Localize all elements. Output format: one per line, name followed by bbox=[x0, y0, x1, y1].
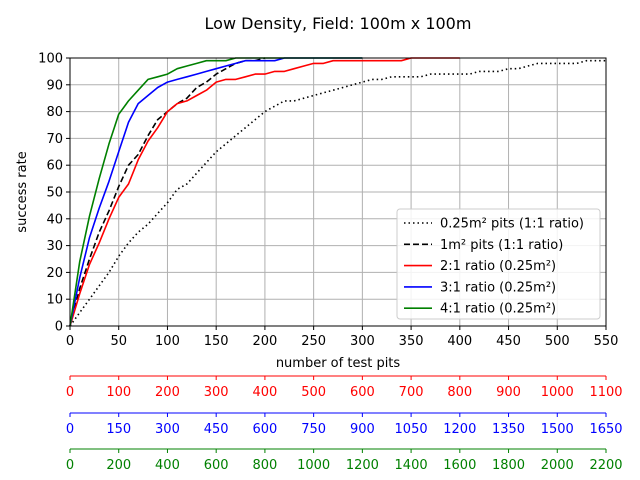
secondary-axis-tick-label: 1500 bbox=[541, 422, 574, 437]
secondary-axis-tick-label: 700 bbox=[399, 385, 424, 400]
x-tick-label: 150 bbox=[204, 334, 229, 349]
x-tick-label: 50 bbox=[110, 334, 127, 349]
secondary-axes: 0 100 200 300 400 500 600 700 800 900 1000 1100 0 150… bbox=[66, 375, 623, 473]
secondary-axis-tick-label: 1100 bbox=[589, 385, 622, 400]
secondary-axis-tick-label: 1200 bbox=[346, 458, 379, 473]
y-tick-label: 100 bbox=[38, 52, 63, 67]
y-tick-label: 0 bbox=[55, 320, 63, 335]
secondary-axis-tick-label: 1050 bbox=[395, 422, 428, 437]
legend-label: 3:1 ratio (0.25m²) bbox=[440, 280, 556, 295]
x-tick-label: 400 bbox=[447, 334, 472, 349]
secondary-axis-tick-label: 1000 bbox=[541, 385, 574, 400]
y-tick-label: 80 bbox=[46, 105, 63, 120]
y-tick-label: 70 bbox=[46, 132, 63, 147]
legend-label: 0.25m² pits (1:1 ratio) bbox=[440, 217, 584, 232]
secondary-axis-tick-label: 0 bbox=[66, 385, 74, 400]
y-tick-label: 20 bbox=[46, 266, 63, 281]
y-tick-label: 60 bbox=[46, 159, 63, 174]
x-axis: 0 50 100 150 200 250 300 350 400 450 500 550 bbox=[66, 326, 619, 349]
secondary-axis-tick-label: 100 bbox=[106, 385, 131, 400]
secondary-axis-tick-label: 500 bbox=[301, 385, 326, 400]
secondary-axis-tick-label: 600 bbox=[350, 385, 375, 400]
legend: 0.25m² pits (1:1 ratio) 1m² pits (1:1 rat… bbox=[396, 208, 601, 320]
y-axis-label: success rate bbox=[15, 151, 30, 232]
secondary-axis-tick-label: 200 bbox=[106, 458, 131, 473]
secondary-axis-tick-label: 1650 bbox=[589, 422, 622, 437]
secondary-axis-tick-label: 1600 bbox=[443, 458, 476, 473]
y-axis: 0 10 20 30 40 50 60 70 80 90 100 bbox=[38, 52, 70, 335]
x-tick-label: 100 bbox=[155, 334, 180, 349]
y-tick-label: 10 bbox=[46, 293, 63, 308]
x-tick-label: 450 bbox=[496, 334, 521, 349]
secondary-axis-tick-label: 1000 bbox=[297, 458, 330, 473]
secondary-axis-tick-label: 1800 bbox=[492, 458, 525, 473]
secondary-axis-tick-label: 1200 bbox=[443, 422, 476, 437]
secondary-axis-tick-label: 450 bbox=[204, 422, 229, 437]
x-axis-label: number of test pits bbox=[276, 356, 401, 371]
secondary-axis-tick-label: 200 bbox=[155, 385, 180, 400]
series-line-1 bbox=[69, 59, 606, 327]
secondary-axis-tick-label: 1350 bbox=[492, 422, 525, 437]
secondary-axis-tick-label: 900 bbox=[350, 422, 375, 437]
secondary-axis-tick-label: 0 bbox=[66, 422, 74, 437]
secondary-axis-tick-label: 600 bbox=[252, 422, 277, 437]
x-tick-label: 300 bbox=[350, 334, 375, 349]
secondary-axis-tick-label: 300 bbox=[155, 422, 180, 437]
secondary-axis-tick-label: 1400 bbox=[395, 458, 428, 473]
chart-title: Low Density, Field: 100m x 100m bbox=[205, 14, 472, 33]
y-tick-label: 30 bbox=[46, 239, 63, 254]
x-tick-label: 500 bbox=[545, 334, 570, 349]
y-tick-label: 50 bbox=[46, 186, 63, 201]
x-tick-label: 0 bbox=[66, 334, 74, 349]
secondary-axis-tick-label: 150 bbox=[106, 422, 131, 437]
series-line-3 bbox=[69, 57, 460, 327]
secondary-axis-tick-label: 600 bbox=[204, 458, 229, 473]
legend-label: 1m² pits (1:1 ratio) bbox=[440, 238, 563, 253]
secondary-axis-tick-label: 900 bbox=[496, 385, 521, 400]
legend-box bbox=[396, 208, 601, 320]
secondary-axis-tick-label: 800 bbox=[252, 458, 277, 473]
y-tick-label: 40 bbox=[46, 212, 63, 227]
legend-label: 4:1 ratio (0.25m²) bbox=[440, 302, 556, 317]
secondary-axis-tick-label: 0 bbox=[66, 458, 74, 473]
secondary-axis-tick-label: 400 bbox=[252, 385, 277, 400]
x-tick-label: 250 bbox=[301, 334, 326, 349]
x-tick-label: 350 bbox=[399, 334, 424, 349]
secondary-axis-tick-label: 2200 bbox=[589, 458, 622, 473]
secondary-axis-tick-label: 400 bbox=[155, 458, 180, 473]
secondary-axis-tick-label: 750 bbox=[301, 422, 326, 437]
secondary-axis-tick-label: 2000 bbox=[541, 458, 574, 473]
y-tick-label: 90 bbox=[46, 78, 63, 93]
secondary-axis-tick-label: 800 bbox=[447, 385, 472, 400]
x-tick-label: 550 bbox=[594, 334, 619, 349]
legend-label: 2:1 ratio (0.25m²) bbox=[440, 259, 556, 274]
secondary-axis-tick-label: 300 bbox=[204, 385, 229, 400]
x-tick-label: 200 bbox=[252, 334, 277, 349]
